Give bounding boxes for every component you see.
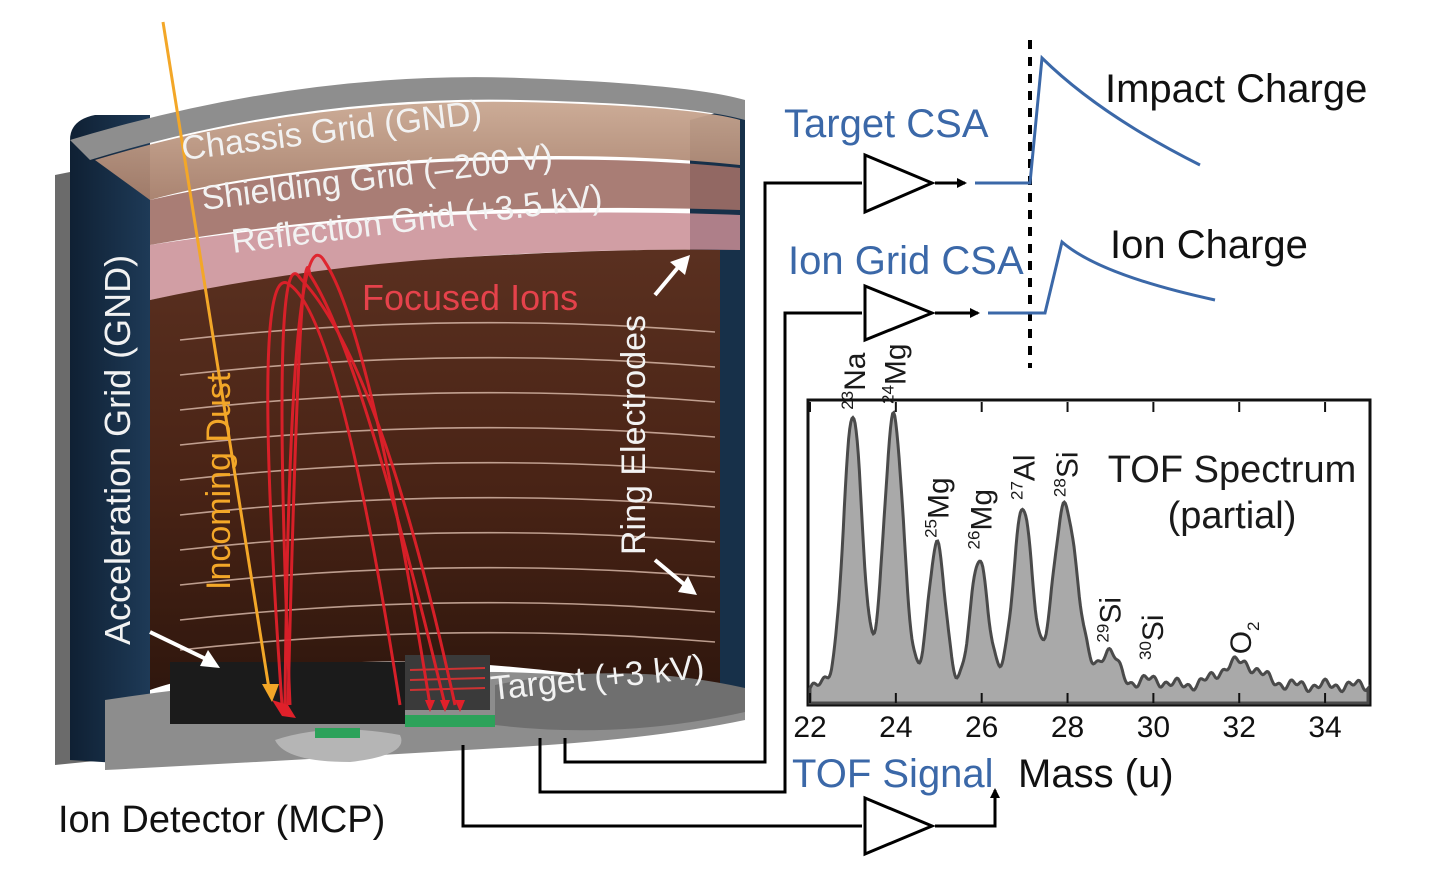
target-ring [495, 673, 745, 731]
acceleration-grid-label: Acceleration Grid (GND) [97, 255, 138, 645]
shielding-grid-shape [150, 159, 740, 245]
ion-arrival-markers [425, 700, 465, 712]
tick-labels: 22 24 26 28 30 32 34 [793, 711, 1341, 744]
ion-grid-csa-amplifier [863, 283, 937, 343]
ring-electrodes-label: Ring Electrodes [615, 315, 653, 555]
peak-label: 25Mg [922, 477, 956, 538]
peak-label: 24Mg [879, 343, 913, 404]
x-tick-label: 22 [793, 711, 826, 744]
x-tick-label: 24 [879, 711, 912, 744]
incoming-dust-path [161, 21, 272, 696]
acceleration-grid-pointer [149, 630, 220, 668]
impact-charge-waveform [975, 54, 1201, 185]
top-rim [70, 77, 745, 160]
peak-label: 26Mg [965, 489, 999, 550]
tof-amplifier [863, 795, 936, 857]
chassis-grid-shape [95, 101, 740, 200]
chart-title-line2: (partial) [1168, 495, 1297, 537]
peak-label: 23Na [838, 352, 872, 410]
ring-electrodes-pointer-bottom [653, 558, 697, 595]
ion-detector-label: Ion Detector (MCP) [58, 799, 385, 841]
x-tick-label: 28 [1051, 711, 1084, 744]
impact-charge-label: Impact Charge [1105, 67, 1367, 111]
x-tick-label: 34 [1308, 711, 1341, 744]
green-electronics-2 [405, 715, 495, 727]
spectrum-area [808, 410, 1370, 705]
focused-ion-trajectories [266, 253, 457, 706]
focused-ions-label: Focused Ions [362, 277, 578, 318]
ion-detector-disk [275, 729, 402, 762]
target-csa-amplifier [863, 152, 936, 215]
reflection-grid-shape [150, 212, 740, 300]
x-tick-label: 32 [1223, 711, 1256, 744]
incoming-dust-label: Incoming Dust [200, 372, 238, 590]
instrument-cutaway: Chassis Grid (GND) Shielding Grid (–200 … [55, 21, 745, 841]
ion-charge-waveform [988, 239, 1216, 315]
ring-electrodes-pointer-top [653, 255, 690, 297]
ion-charge-label: Ion Charge [1110, 223, 1308, 267]
tof-signal-label: TOF Signal [792, 752, 994, 796]
peak-label: 30Si [1136, 614, 1170, 660]
x-tick-label: 26 [965, 711, 998, 744]
peak-label: 28Si [1050, 451, 1084, 497]
ring-electrode-lines [179, 321, 716, 651]
ion-grid-csa-label: Ion Grid CSA [788, 239, 1024, 283]
peak-label: O2 [1225, 621, 1263, 654]
x-tick-label: 30 [1137, 711, 1170, 744]
charge-waveforms: Target CSA Ion Grid CSA Impact Charge Io… [784, 40, 1367, 796]
peak-label: 29Si [1093, 597, 1127, 643]
chart-title-line1: TOF Spectrum [1108, 449, 1356, 491]
incoming-dust-arrowhead [262, 684, 279, 702]
target-csa-label: Target CSA [784, 102, 989, 146]
wiring [461, 178, 1000, 828]
green-electronics-1 [315, 728, 360, 738]
x-axis-label: Mass (u) [1018, 752, 1174, 796]
tick-marks [809, 402, 1327, 703]
dust-impact-marker [272, 700, 296, 718]
left-wall [70, 115, 150, 765]
peak-label: 27Al [1008, 454, 1042, 500]
